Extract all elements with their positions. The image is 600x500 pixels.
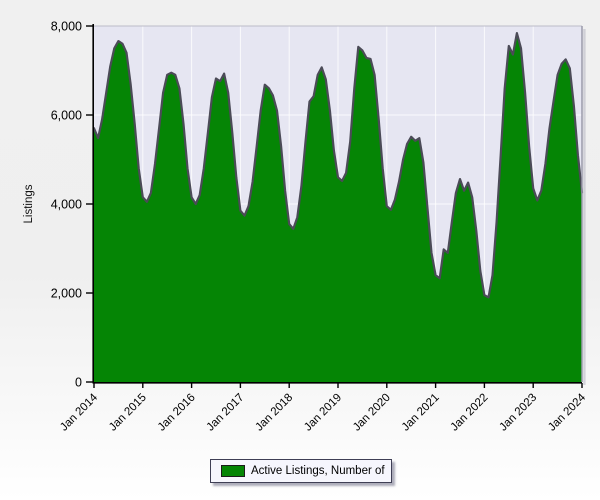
legend: Active Listings, Number of [210,459,392,483]
y-tick-label: 4,000 [51,198,82,212]
x-tick-label: Jan 2017 [205,392,247,434]
x-tick-label: Jan 2018 [253,392,295,434]
y-tick-label: 8,000 [51,20,82,34]
x-tick-label: Jan 2022 [449,392,491,434]
area-outline [92,31,584,299]
x-tick-label: Jan 2021 [400,392,442,434]
x-tick-label: Jan 2015 [107,392,149,434]
y-axis-title: Listings [23,184,35,224]
x-tick-label: Jan 2019 [302,392,344,434]
y-tick-label: 0 [75,376,82,390]
legend-swatch [221,465,245,477]
x-tick-label: Jan 2020 [351,392,393,434]
plot-shadow-right [583,29,586,385]
y-tick-label: 6,000 [51,109,82,123]
x-tick-label: Jan 2014 [58,391,100,433]
legend-label: Active Listings, Number of [251,465,385,477]
x-tick-label: Jan 2024 [546,391,588,433]
area-series [94,33,582,382]
x-tick-label: Jan 2016 [156,392,198,434]
x-tick-label: Jan 2023 [497,392,539,434]
y-tick-label: 2,000 [51,287,82,301]
